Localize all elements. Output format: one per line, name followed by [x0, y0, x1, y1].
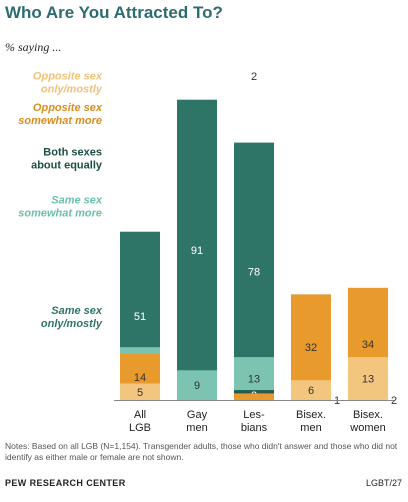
bar-segment-4-4 — [348, 357, 388, 400]
category-label-4: Bisex. women — [349, 409, 385, 434]
bar-segment-3-4 — [291, 380, 331, 400]
chart-title: Who Are You Attracted To? — [5, 3, 223, 22]
bar-segment-1-1 — [177, 370, 217, 400]
data-label-1-0: 91 — [191, 245, 203, 257]
bar-stack-3: 13228326 — [291, 294, 340, 407]
data-label-4-3: 34 — [362, 339, 374, 351]
bar-segment-1-0 — [177, 99, 217, 400]
category-label-2: Les-bians — [241, 409, 268, 434]
bar-segment-0-4 — [120, 383, 160, 400]
chart-notes: Notes: Based on all LGB (N=1,154). Trans… — [5, 441, 398, 462]
chart-code: LGBT/27 — [365, 478, 402, 488]
data-label-4-4: 13 — [362, 374, 374, 386]
stacked-bar-chart: 511613145AllLGB919Gaymen781332Les-bians1… — [18, 71, 397, 434]
series-label-0: Same sex only/mostly — [41, 305, 103, 330]
data-label-2-1: 13 — [248, 374, 260, 386]
series-label-1: Same sex somewhat more — [18, 194, 103, 219]
data-label-2-0: 78 — [248, 266, 260, 278]
source-credit: PEW RESEARCH CENTER — [5, 478, 126, 488]
bar-stack-0: 511613145 — [120, 231, 160, 400]
bar-stack-2: 781332 — [234, 71, 274, 402]
bar-segment-2-3 — [234, 393, 274, 400]
chart-subtitle: % saying ... — [5, 40, 62, 54]
data-label-0-0: 51 — [134, 311, 146, 323]
series-label-3: Opposite sex somewhat more — [18, 102, 103, 127]
data-label-3-4: 6 — [308, 385, 314, 397]
data-label-0-3: 14 — [134, 372, 146, 384]
series-label-4: Opposite sex only/mostly — [33, 71, 103, 96]
bar-stack-1: 91 9 — [177, 99, 217, 400]
data-label-0-4: 5 — [137, 387, 143, 399]
category-label-3: Bisex. men — [296, 409, 326, 434]
data-label-3-3: 32 — [305, 342, 317, 354]
category-label-0: All LGB — [129, 409, 151, 434]
category-label-1: Gay men — [186, 409, 207, 434]
series-label-2: Both sexes about equally — [31, 146, 103, 171]
data-label-2-3: 2 — [251, 71, 257, 83]
data-label-1-1: 9 — [194, 380, 200, 392]
bar-stack-4: 220313413 — [348, 287, 397, 407]
